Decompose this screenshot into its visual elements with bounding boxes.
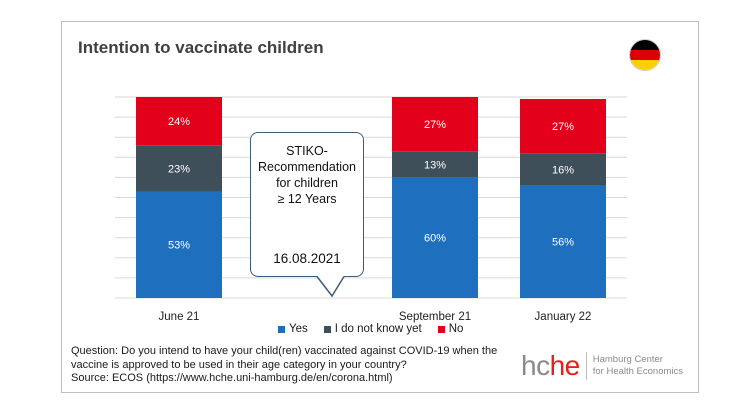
x-tick-label: September 21: [399, 311, 471, 323]
bar-segment: [136, 145, 222, 192]
logo-text: Hamburg Center for Health Economics: [593, 354, 683, 378]
logo-line-2: for Health Economics: [592, 366, 684, 377]
legend-item-yes: Yes: [278, 323, 308, 335]
legend: Yes I do not know yet No: [278, 323, 463, 335]
bar-segment: [520, 153, 606, 186]
data-label: 13%: [424, 159, 446, 171]
data-label: 24%: [168, 116, 190, 128]
footer-source: Source: ECOS (https://www.hche.uni-hambu…: [71, 372, 393, 384]
logo-separator: [585, 352, 587, 380]
legend-item-no: No: [437, 323, 464, 335]
data-label: 23%: [168, 163, 190, 175]
legend-swatch-unsure: [323, 325, 331, 333]
legend-swatch-yes: [278, 325, 285, 333]
stiko-callout: STIKO- Recommendation for children ≥ 12 …: [250, 132, 364, 277]
flag-stripe-black: [630, 40, 660, 51]
data-label: 27%: [552, 121, 574, 133]
bar-segment: [520, 99, 606, 154]
legend-label-yes: Yes: [289, 323, 308, 335]
flag-stripe-gold: [630, 60, 660, 70]
bar-segment: [392, 177, 478, 298]
germany-flag-icon: [629, 39, 661, 71]
bar-segment: [136, 191, 222, 298]
legend-swatch-no: [437, 325, 445, 333]
x-tick-label: June 21: [159, 311, 200, 323]
callout-text: STIKO- Recommendation for children ≥ 12 …: [258, 144, 356, 206]
logo-line-1: Hamburg Center: [592, 354, 663, 365]
footer-note: Question: Do you intend to have your chi…: [71, 345, 511, 386]
legend-item-unsure: I do not know yet: [323, 323, 422, 335]
bar-segment: [136, 97, 222, 146]
legend-label-unsure: I do not know yet: [334, 323, 422, 335]
data-label: 56%: [552, 237, 574, 249]
data-label: 60%: [424, 233, 446, 245]
bar-segment: [392, 151, 478, 178]
data-label: 53%: [168, 240, 190, 252]
bar-segment: [392, 97, 478, 152]
legend-label-no: No: [448, 323, 464, 335]
flag-stripe-red: [630, 50, 660, 61]
hche-logo: hche Hamburg Center for Health Economics: [521, 352, 683, 380]
callout-date: 16.08.2021: [273, 251, 341, 266]
bar-segment: [520, 185, 606, 298]
x-tick-label: January 22: [535, 311, 592, 323]
footer-question: Question: Do you intend to have your chi…: [71, 345, 498, 371]
data-label: 16%: [552, 164, 574, 176]
chart-title: Intention to vaccinate children: [78, 38, 324, 57]
hche-logo-mark: hche: [521, 350, 580, 381]
data-label: 27%: [424, 119, 446, 131]
callout-pointer: [316, 276, 345, 298]
